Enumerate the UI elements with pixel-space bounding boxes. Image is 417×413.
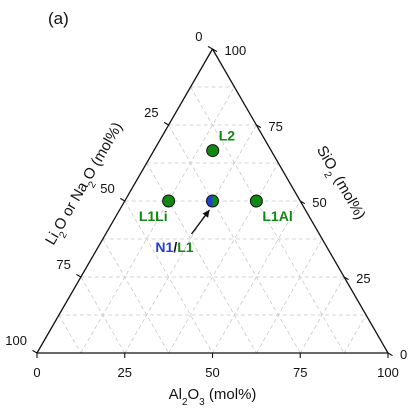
left-tick-label-3: 75: [56, 257, 70, 272]
grid-lines: [58, 86, 367, 354]
grid-line-2: [190, 86, 345, 354]
right-tick-label-4: 100: [225, 43, 247, 58]
grid-line-8: [146, 162, 257, 354]
grid-line-18: [343, 314, 367, 354]
left-tick-mark-3: [76, 273, 82, 278]
left-tick-label-2: 50: [100, 181, 114, 196]
bottom-tick-label-4: 100: [377, 365, 399, 380]
point-label-0: L2: [219, 128, 236, 144]
bottom-tick-label-0: 0: [33, 365, 40, 380]
left-tick-mark-1: [163, 121, 169, 126]
left-tick-label-4: 100: [5, 333, 27, 348]
grid-line-14: [102, 238, 169, 354]
annotation-part-2: L1: [177, 239, 194, 255]
grid-line-12: [256, 238, 323, 354]
left-tick-mark-2: [119, 197, 126, 202]
annotations: N1/L1: [155, 209, 211, 255]
left-tick-mark-0: [207, 45, 213, 50]
point-label-2: L1Al: [262, 208, 292, 224]
left-tick-mark-4: [32, 349, 38, 354]
data-points: L2 L1Li L1Al: [139, 128, 293, 224]
annotation-part-0: N1: [155, 239, 173, 255]
grid-line-6: [168, 162, 279, 354]
right-tick-mark-3: [256, 124, 262, 129]
grid-line-11: [124, 200, 213, 354]
left-tick-label-1: 25: [144, 105, 158, 120]
bottom-tick-label-2: 50: [205, 365, 219, 380]
grid-line-15: [299, 276, 345, 354]
grid-line-20: [58, 314, 82, 354]
grid-line-9: [212, 200, 301, 354]
right-tick-label-1: 25: [356, 271, 370, 286]
grid-line-17: [80, 276, 126, 354]
right-tick-mark-2: [299, 200, 306, 205]
left-axis-title: Li2O or Na2O (mol%): [42, 119, 130, 250]
right-tick-mark-1: [343, 276, 349, 281]
right-tick-label-3: 75: [268, 119, 282, 134]
point-marker-left-half-3: [206, 195, 213, 207]
panel-label: (a): [48, 9, 69, 28]
bottom-tick-label-1: 25: [118, 365, 132, 380]
point-marker-2: [249, 194, 263, 208]
right-tick-label-2: 50: [312, 195, 326, 210]
right-tick-mark-4: [212, 48, 218, 53]
point-marker-0: [206, 144, 220, 158]
grid-line-0: [80, 86, 235, 354]
right-tick-label-0: 0: [400, 347, 407, 362]
axis-ticks: 0 0 0 25 25 25 50 50 50 75 75 75 100 100 100: [5, 29, 407, 380]
right-tick-mark-0: [387, 352, 393, 357]
right-axis-title: SiO2 (mol%): [309, 143, 369, 225]
annotation-label: N1/L1: [155, 239, 193, 255]
annotation-part-1: /: [173, 239, 177, 255]
point-marker-right-half-3: [212, 195, 219, 207]
bottom-tick-label-3: 75: [293, 365, 307, 380]
point-marker-1: [162, 194, 176, 208]
point-label-1: L1Li: [139, 208, 168, 224]
annotation-arrow-head: [202, 210, 210, 218]
left-tick-label-0: 0: [195, 29, 202, 44]
bottom-axis-title: Al2O3 (mol%): [169, 386, 257, 408]
point-marker-outline-3: [206, 194, 219, 208]
